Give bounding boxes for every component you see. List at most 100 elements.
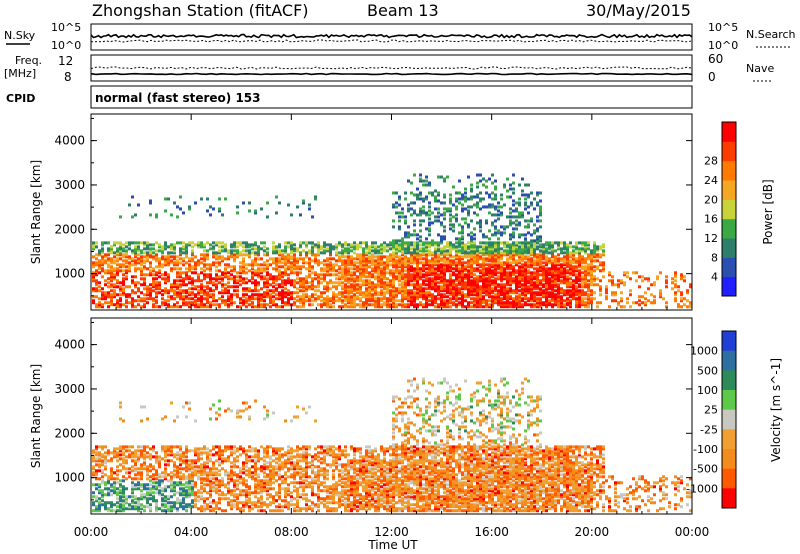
power-cell [542, 285, 545, 289]
power-cell [158, 287, 161, 291]
power-cell [329, 245, 332, 249]
power-cell [155, 273, 158, 277]
power-cell [182, 211, 185, 215]
power-cell [368, 295, 371, 299]
power-cell [509, 247, 512, 251]
power-cell [431, 297, 434, 301]
power-cell [347, 301, 350, 305]
power-cell [461, 197, 464, 201]
power-cell [437, 269, 440, 273]
power-cell [506, 261, 509, 265]
velocity-cell [134, 463, 137, 467]
power-cell [215, 277, 218, 281]
power-cell [413, 267, 416, 271]
power-cell [617, 301, 620, 305]
power-cell [245, 243, 248, 247]
power-cell [407, 241, 410, 245]
power-cell [548, 241, 551, 245]
power-cell [389, 273, 392, 277]
power-cell [98, 285, 101, 289]
power-cell [506, 279, 509, 283]
power-cell [659, 291, 662, 295]
velocity-cell [140, 463, 143, 467]
power-cell [470, 275, 473, 279]
power-cell [425, 261, 428, 265]
power-cell [449, 247, 452, 251]
power-cell [500, 275, 503, 279]
power-cell [203, 245, 206, 249]
velocity-cell [134, 459, 137, 463]
velocity-cell [125, 449, 128, 453]
velocity-cell [125, 459, 128, 463]
power-cell [524, 283, 527, 287]
power-cell [542, 267, 545, 271]
velocity-cell [167, 509, 170, 513]
power-cell [182, 245, 185, 249]
power-cell [131, 279, 134, 283]
power-cell [557, 247, 560, 251]
power-cell [470, 197, 473, 201]
velocity-cell [95, 495, 98, 499]
power-cell [218, 209, 221, 213]
power-cell [293, 267, 296, 271]
power-cell [356, 285, 359, 289]
power-cell [380, 245, 383, 249]
power-cell [647, 279, 650, 283]
power-cell [362, 283, 365, 287]
power-cell [176, 241, 179, 245]
power-cell [515, 291, 518, 295]
power-cell [482, 267, 485, 271]
power-cell [212, 295, 215, 299]
power-cell [311, 293, 314, 297]
power-cell [281, 257, 284, 261]
power-cell [425, 287, 428, 291]
power-cell [221, 299, 224, 303]
power-cell [143, 299, 146, 303]
power-cell [197, 241, 200, 245]
power-cell [263, 277, 266, 281]
power-cell [305, 243, 308, 247]
power-cell [398, 291, 401, 295]
power-cell [482, 177, 485, 181]
power-cell [410, 289, 413, 293]
power-cell [314, 245, 317, 249]
power-cell [497, 301, 500, 305]
power-cell [434, 267, 437, 271]
power-cell [554, 281, 557, 285]
power-cell [269, 301, 272, 305]
power-cell [659, 289, 662, 293]
power-cell [92, 275, 95, 279]
power-cell [353, 265, 356, 269]
power-cell [569, 285, 572, 289]
power-cell [137, 295, 140, 299]
power-cell [104, 261, 107, 265]
power-cell [332, 273, 335, 277]
power-cell [212, 303, 215, 307]
power-cell [428, 295, 431, 299]
power-cell [482, 241, 485, 245]
power-cell [542, 257, 545, 261]
power-cell [221, 271, 224, 275]
power-cell [362, 249, 365, 253]
power-cell [524, 263, 527, 267]
power-cell [404, 289, 407, 293]
power-cell [320, 261, 323, 265]
velocity-cell [161, 475, 164, 479]
power-cell [512, 257, 515, 261]
power-cell [365, 257, 368, 261]
power-cell [92, 265, 95, 269]
power-cell [230, 301, 233, 305]
power-cell [323, 243, 326, 247]
power-cell [557, 295, 560, 299]
velocity-cell [152, 447, 155, 451]
power-cell [479, 223, 482, 227]
power-cell [164, 291, 167, 295]
power-cell [236, 293, 239, 297]
power-cell [335, 259, 338, 263]
power-cell [431, 251, 434, 255]
power-cell [134, 241, 137, 245]
power-cell [140, 257, 143, 261]
power-cell [197, 277, 200, 281]
power-cell [503, 303, 506, 307]
power-cell [422, 257, 425, 261]
